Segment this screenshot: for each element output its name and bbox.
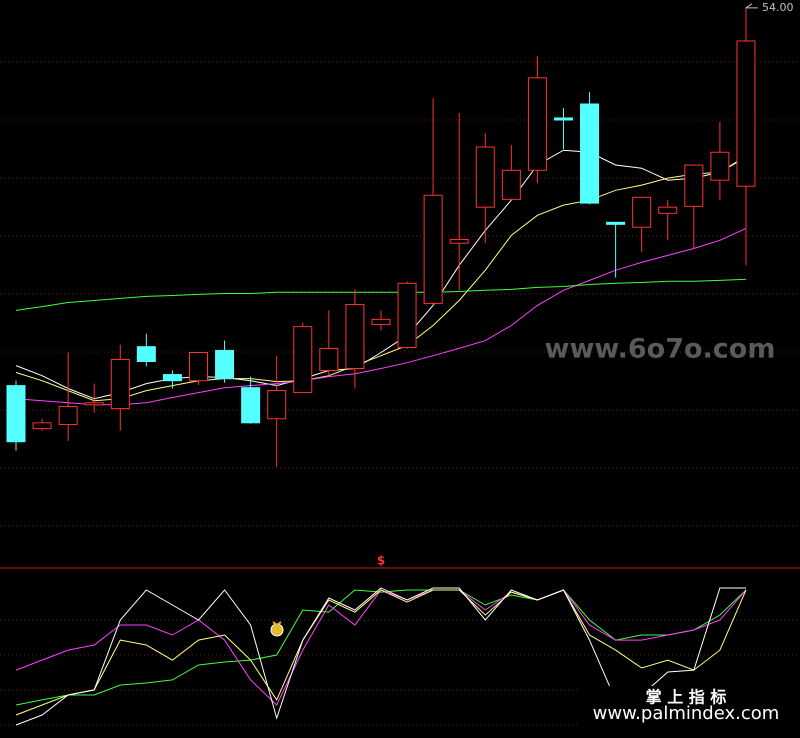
line-series	[15, 589, 747, 716]
candle-body	[658, 206, 678, 214]
candle-body	[371, 318, 391, 326]
candle-body	[293, 326, 313, 394]
line-series	[15, 156, 747, 402]
candle-body	[241, 387, 261, 424]
candle-body	[475, 146, 495, 208]
candle-body	[58, 406, 78, 426]
candle-body	[501, 169, 521, 200]
candle-body	[267, 390, 287, 420]
candle-body	[319, 347, 339, 372]
bag-top	[272, 621, 282, 627]
candle-body	[632, 196, 652, 228]
footer-url: www.palmindex.com	[593, 703, 780, 724]
candle-body	[423, 194, 443, 304]
line-series	[15, 149, 747, 400]
footer-brand: 掌 上 指 标	[646, 688, 727, 707]
candle-body	[6, 385, 26, 443]
line-series	[15, 589, 747, 706]
line-series	[15, 278, 747, 311]
annotation-label: 54.00	[762, 1, 794, 14]
candle-body	[345, 304, 365, 369]
candle-body	[449, 238, 469, 244]
candle-body	[110, 358, 130, 410]
grid	[0, 61, 800, 726]
candle-body	[188, 351, 208, 382]
price-panel: 54.00	[6, 1, 794, 467]
candle-body	[32, 422, 52, 430]
candle-body	[684, 164, 704, 207]
candle-body	[397, 282, 417, 349]
candle-body	[710, 151, 730, 181]
candle-body	[162, 374, 182, 382]
candle-body	[606, 221, 626, 225]
candle-body	[580, 103, 600, 204]
money-bag-icon	[270, 621, 284, 637]
candle-body	[527, 77, 547, 171]
candle-body	[136, 346, 156, 363]
candle-body	[215, 349, 235, 380]
line-series	[15, 227, 747, 406]
candle-body	[84, 402, 104, 406]
candle-body	[553, 117, 573, 121]
watermark: www.6o7o.com	[545, 334, 776, 365]
footer-bg	[578, 686, 800, 728]
candle-body	[736, 40, 756, 187]
annotation-pointer	[745, 3, 758, 9]
signal-marker: $	[377, 554, 385, 568]
